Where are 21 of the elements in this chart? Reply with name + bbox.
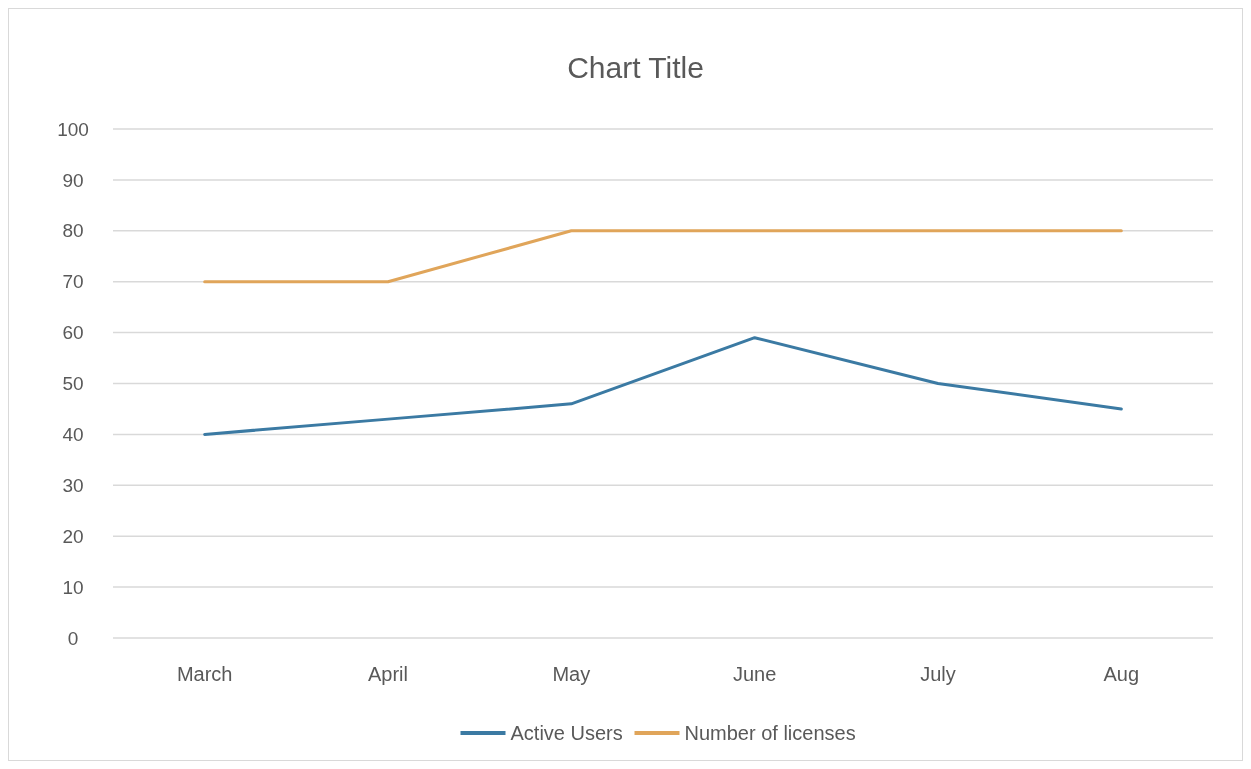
x-tick-label: June	[732, 663, 777, 685]
y-tick-label: 50	[62, 373, 84, 395]
y-tick-label: 90	[62, 169, 84, 191]
y-tick-label: 0	[67, 627, 79, 649]
x-tick-label: March	[176, 663, 233, 685]
y-tick-label: 60	[62, 322, 84, 344]
y-tick-label: 80	[62, 220, 84, 242]
chart-title: Chart Title	[567, 51, 704, 84]
line-series	[203, 336, 1123, 436]
x-tick-label: April	[367, 663, 409, 685]
x-tick-label: May	[552, 663, 591, 685]
y-tick-label: 30	[62, 474, 84, 496]
y-tick-label: 20	[62, 525, 84, 547]
x-tick-label: July	[920, 663, 956, 685]
y-tick-label: 40	[62, 424, 84, 446]
legend-label: Active Users	[510, 722, 623, 744]
y-tick-label: 10	[62, 576, 84, 598]
x-tick-label: Aug	[1103, 663, 1140, 685]
y-tick-label: 70	[62, 271, 84, 293]
legend-label: Number of licenses	[684, 722, 856, 744]
y-tick-label: 100	[57, 118, 89, 140]
